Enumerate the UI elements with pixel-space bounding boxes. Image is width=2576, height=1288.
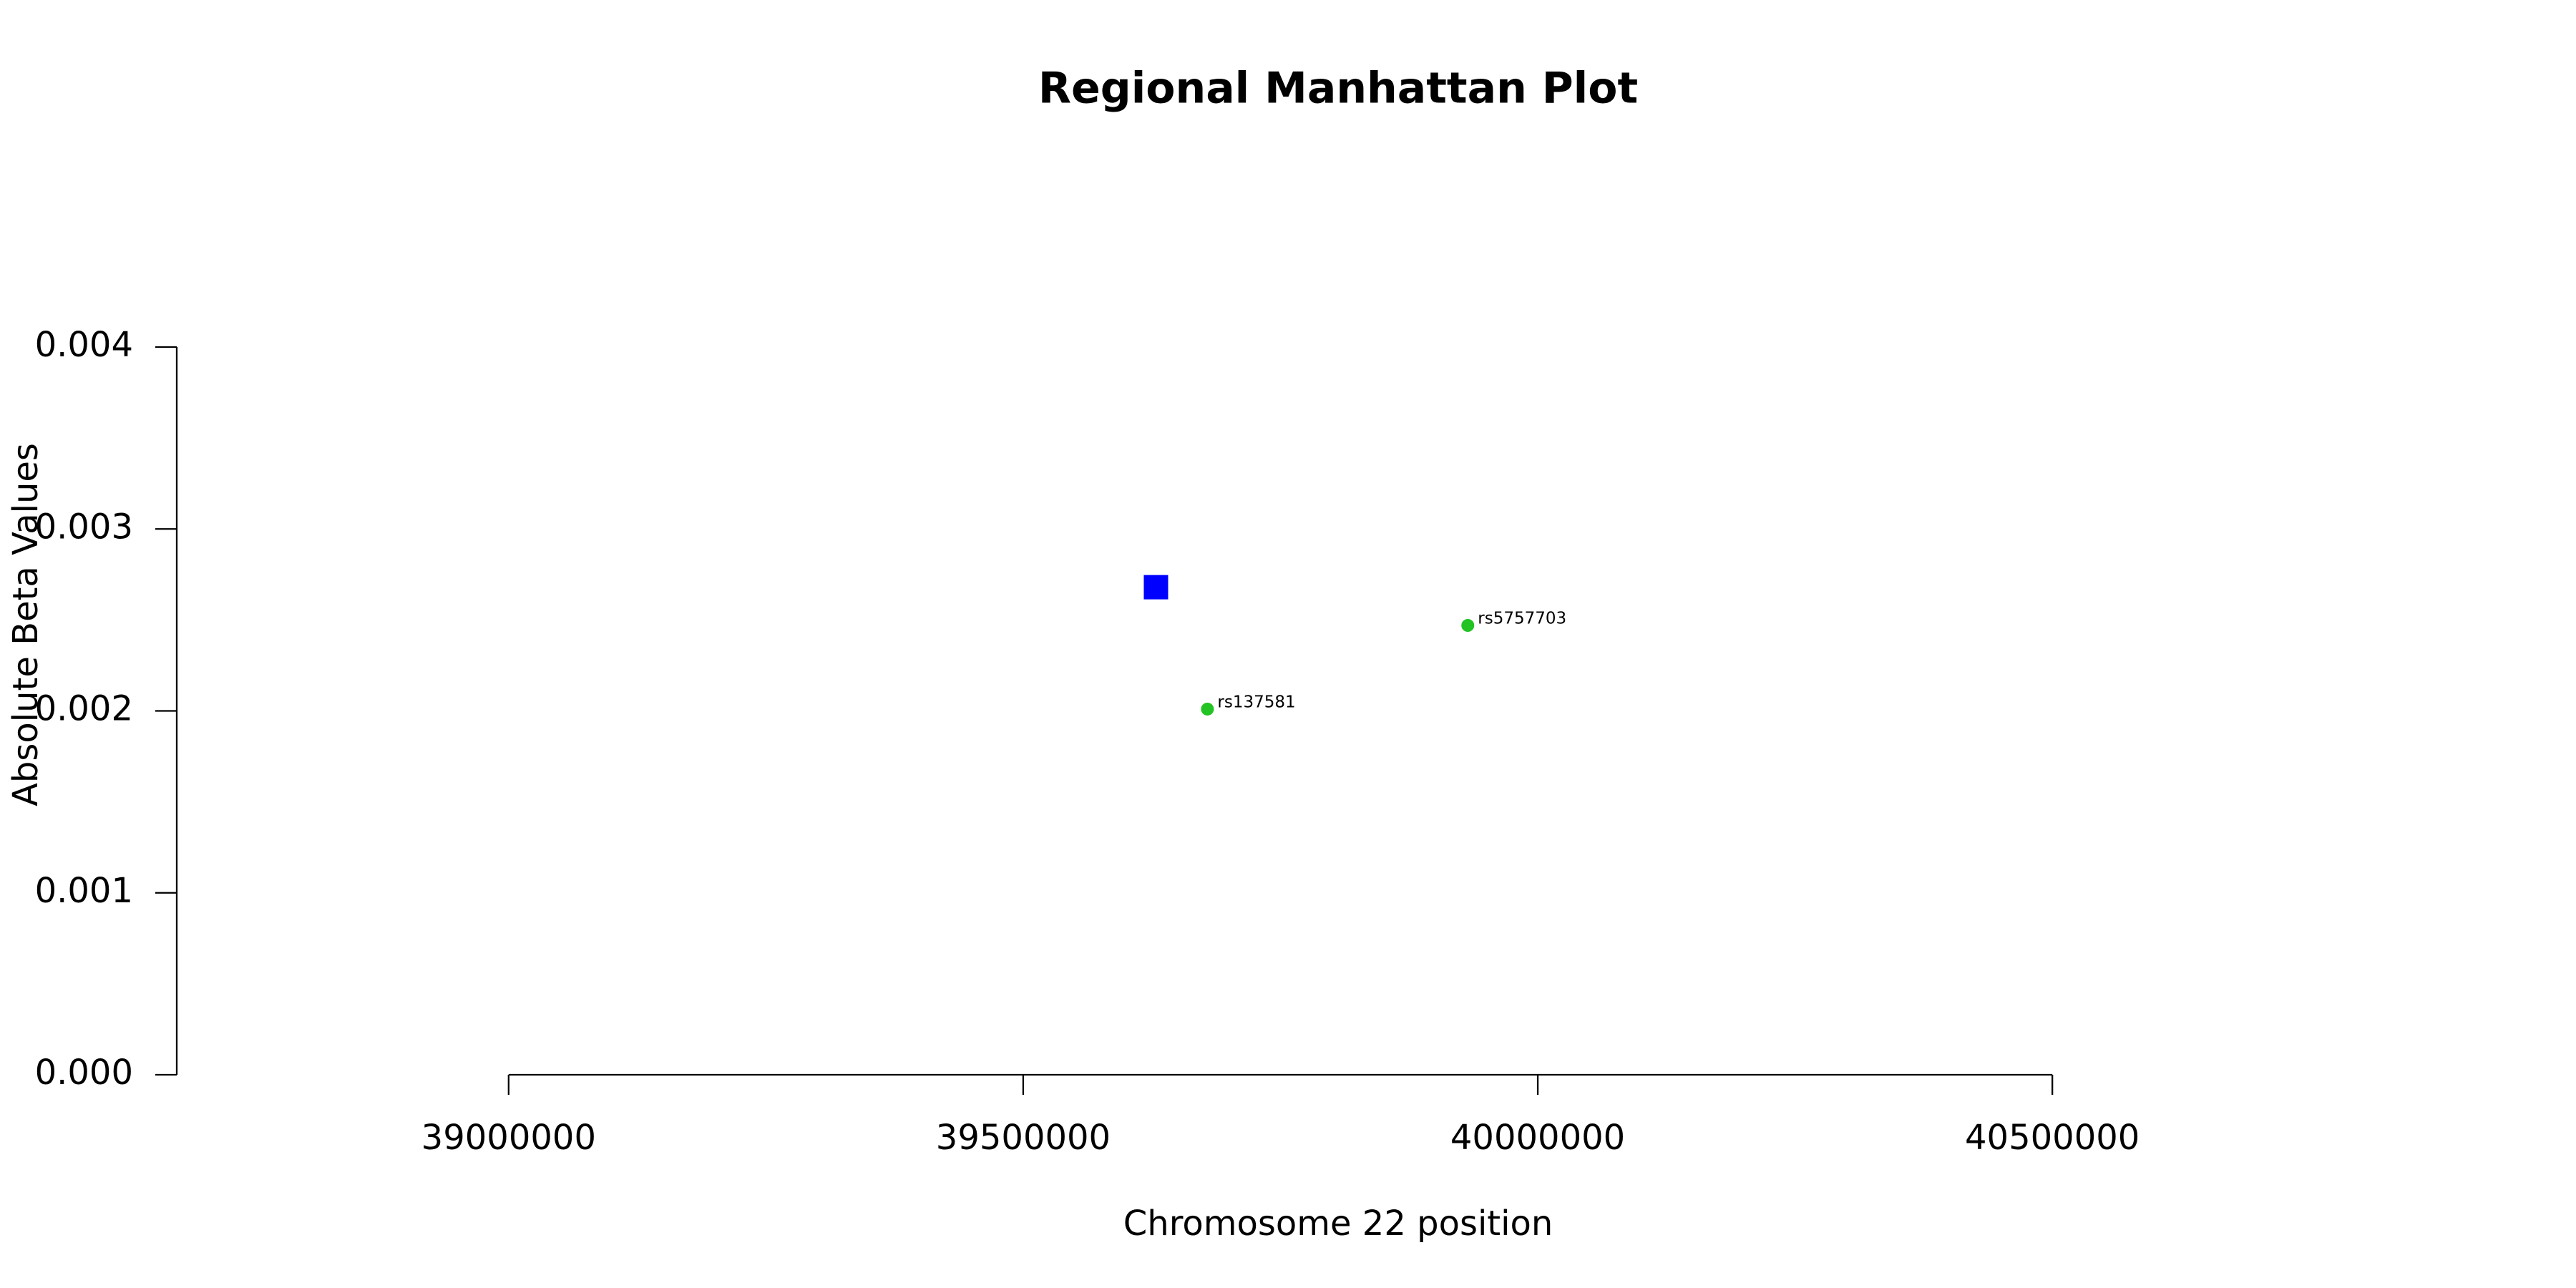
y-tick-label: 0.002 <box>35 689 133 729</box>
x-tick-label: 39000000 <box>421 1118 596 1158</box>
x-axis-title: Chromosome 22 position <box>1123 1204 1553 1244</box>
y-tick-label: 0.004 <box>35 325 133 365</box>
chart-title: Regional Manhattan Plot <box>1038 64 1638 114</box>
point-label: rs137581 <box>1217 693 1295 711</box>
x-tick-label: 40000000 <box>1450 1118 1625 1158</box>
y-tick-label: 0.000 <box>35 1053 133 1093</box>
point <box>1201 702 1214 716</box>
point <box>1461 619 1475 633</box>
y-tick-label: 0.001 <box>35 871 133 911</box>
y-tick-label: 0.003 <box>35 507 133 547</box>
x-tick-label: 40500000 <box>1965 1118 2140 1158</box>
y-axis-title: Absolute Beta Values <box>6 443 46 806</box>
point <box>1143 575 1169 600</box>
x-tick-label: 39500000 <box>936 1118 1111 1158</box>
point-label: rs5757703 <box>1478 610 1566 628</box>
